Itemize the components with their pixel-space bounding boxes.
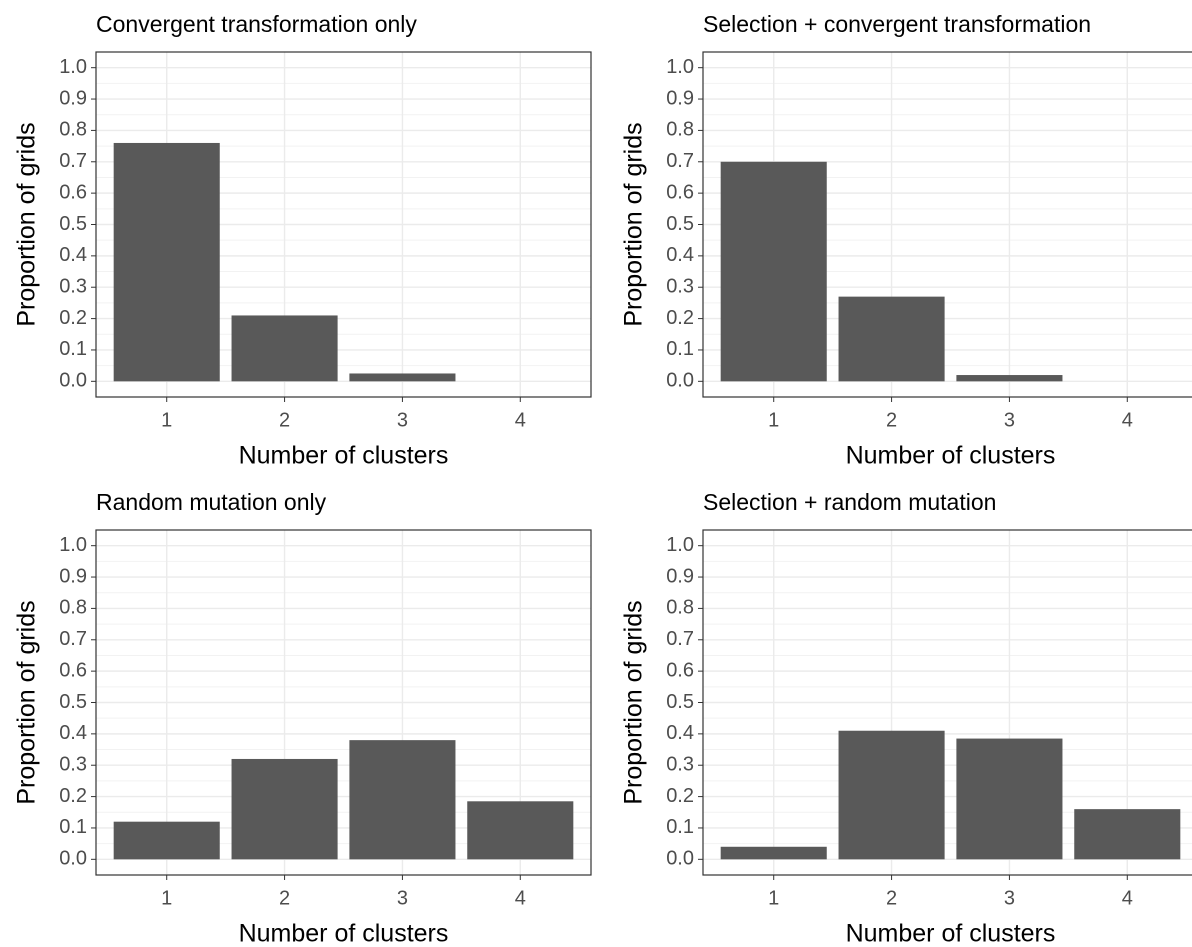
y-tick-label: 0.1 — [59, 338, 87, 360]
x-tick-label: 4 — [1122, 887, 1133, 909]
y-tick-label: 0.7 — [59, 628, 87, 650]
y-tick-label: 0.2 — [666, 307, 694, 329]
y-tick-label: 0.2 — [666, 785, 694, 807]
x-tick-label: 3 — [1004, 409, 1015, 431]
y-axis-label: Proportion of grids — [620, 600, 648, 804]
bar — [720, 161, 827, 382]
y-tick-label: 1.0 — [666, 56, 694, 78]
x-tick-label: 4 — [515, 409, 526, 431]
y-tick-label: 0.6 — [59, 181, 87, 203]
y-tick-label: 0.3 — [59, 276, 87, 298]
y-tick-label: 0.0 — [59, 370, 87, 392]
y-tick-label: 0.3 — [666, 276, 694, 298]
y-tick-label: 0.1 — [59, 816, 87, 838]
x-tick-label: 1 — [161, 887, 172, 909]
y-tick-label: 0.9 — [666, 87, 694, 109]
x-axis-label: Number of clusters — [239, 442, 449, 470]
x-tick-label: 2 — [279, 887, 290, 909]
y-tick-label: 0.4 — [666, 244, 694, 266]
y-tick-label: 0.3 — [59, 754, 87, 776]
bar — [720, 846, 827, 860]
x-tick-label: 4 — [515, 887, 526, 909]
y-tick-label: 0.7 — [666, 628, 694, 650]
bar — [1074, 809, 1181, 860]
y-tick-label: 0.8 — [666, 119, 694, 141]
y-tick-label: 0.6 — [59, 659, 87, 681]
y-tick-label: 0.5 — [59, 213, 87, 235]
x-tick-label: 2 — [279, 409, 290, 431]
y-tick-label: 0.2 — [59, 307, 87, 329]
y-tick-label: 0.4 — [666, 722, 694, 744]
y-tick-label: 0.8 — [59, 597, 87, 619]
y-tick-label: 0.6 — [666, 659, 694, 681]
x-tick-label: 4 — [1122, 409, 1133, 431]
panel-border — [702, 529, 1192, 876]
x-tick-label: 3 — [1004, 887, 1015, 909]
bar — [349, 373, 456, 382]
y-tick-label: 0.2 — [59, 785, 87, 807]
y-tick-label: 0.0 — [59, 848, 87, 870]
y-tick-label: 0.6 — [666, 181, 694, 203]
x-tick-label: 1 — [768, 887, 779, 909]
y-tick-label: 0.8 — [59, 119, 87, 141]
y-tick-label: 0.0 — [666, 848, 694, 870]
y-tick-label: 0.9 — [666, 565, 694, 587]
panel-border — [95, 51, 592, 398]
x-tick-label: 3 — [397, 409, 408, 431]
bar — [231, 758, 338, 860]
y-tick-label: 0.9 — [59, 87, 87, 109]
y-tick-label: 0.7 — [666, 150, 694, 172]
x-tick-label: 1 — [161, 409, 172, 431]
chart-title: Random mutation only — [96, 489, 327, 515]
y-axis-label: Proportion of grids — [620, 122, 648, 326]
panel-border — [702, 51, 1192, 398]
y-tick-label: 0.1 — [666, 816, 694, 838]
y-tick-label: 0.7 — [59, 150, 87, 172]
y-tick-label: 0.1 — [666, 338, 694, 360]
y-tick-label: 1.0 — [59, 56, 87, 78]
chart-title: Selection + convergent transformation — [703, 11, 1091, 37]
y-tick-label: 0.0 — [666, 370, 694, 392]
y-tick-label: 1.0 — [59, 534, 87, 556]
y-tick-label: 0.5 — [59, 691, 87, 713]
bar — [838, 730, 945, 860]
bar — [113, 821, 220, 860]
y-tick-label: 0.9 — [59, 565, 87, 587]
bar — [956, 375, 1063, 382]
x-tick-label: 1 — [768, 409, 779, 431]
x-axis-label: Number of clusters — [846, 442, 1056, 470]
x-axis-label: Number of clusters — [239, 920, 449, 947]
y-tick-label: 0.4 — [59, 244, 87, 266]
y-tick-label: 0.4 — [59, 722, 87, 744]
chart-title: Selection + random mutation — [703, 489, 996, 515]
bar — [838, 296, 945, 382]
bar — [113, 142, 220, 382]
panel-border — [95, 529, 592, 876]
bar — [956, 738, 1063, 860]
x-tick-label: 2 — [886, 409, 897, 431]
y-tick-label: 1.0 — [666, 534, 694, 556]
x-tick-label: 3 — [397, 887, 408, 909]
x-tick-label: 2 — [886, 887, 897, 909]
y-axis-label: Proportion of grids — [13, 122, 41, 326]
y-tick-label: 0.5 — [666, 213, 694, 235]
bar — [349, 740, 456, 860]
x-axis-label: Number of clusters — [846, 920, 1056, 947]
chart-title: Convergent transformation only — [96, 11, 417, 37]
bar — [467, 801, 574, 860]
y-tick-label: 0.3 — [666, 754, 694, 776]
bar — [231, 315, 338, 382]
y-tick-label: 0.8 — [666, 597, 694, 619]
y-tick-label: 0.5 — [666, 691, 694, 713]
y-axis-label: Proportion of grids — [13, 600, 41, 804]
